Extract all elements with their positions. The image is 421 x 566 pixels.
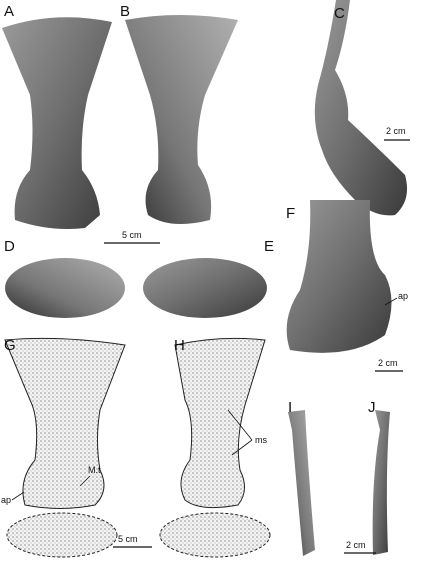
panel-label: A — [4, 3, 14, 20]
panel-label: H — [174, 337, 185, 354]
drawing-h — [174, 337, 266, 509]
scale-label: 2 cm — [346, 540, 366, 550]
drawing-h-base — [159, 512, 271, 558]
leader-line — [79, 475, 91, 487]
leader-line — [227, 409, 253, 456]
drawing-g-base — [6, 512, 118, 558]
leader-line — [11, 491, 25, 501]
panel-label: C — [334, 5, 345, 22]
scale-label: 5 cm — [122, 230, 142, 240]
annotation: ms — [255, 435, 267, 445]
panel-label: F — [286, 205, 295, 222]
panel-label: B — [120, 3, 130, 20]
scale-label: 2 cm — [378, 358, 398, 368]
bone-b — [125, 15, 238, 224]
panel-label: I — [288, 399, 292, 416]
bone-j — [372, 410, 390, 555]
panel-label: G — [4, 337, 16, 354]
scale-label: 5 cm — [118, 534, 138, 544]
panel-label: J — [368, 399, 376, 416]
bone-e — [143, 258, 267, 318]
panel-label: E — [264, 238, 274, 255]
annotation: ap — [1, 495, 11, 505]
bone-d — [5, 258, 125, 318]
bone-c — [314, 0, 408, 216]
annotation: M.t — [88, 465, 101, 475]
bone-f — [286, 200, 392, 353]
leader-line — [384, 297, 398, 306]
panel-label: D — [4, 238, 15, 255]
bone-i — [288, 410, 315, 556]
annotation: ap — [398, 291, 408, 301]
drawing-g — [4, 337, 126, 509]
bone-a — [2, 17, 112, 230]
scale-label: 2 cm — [386, 126, 406, 136]
